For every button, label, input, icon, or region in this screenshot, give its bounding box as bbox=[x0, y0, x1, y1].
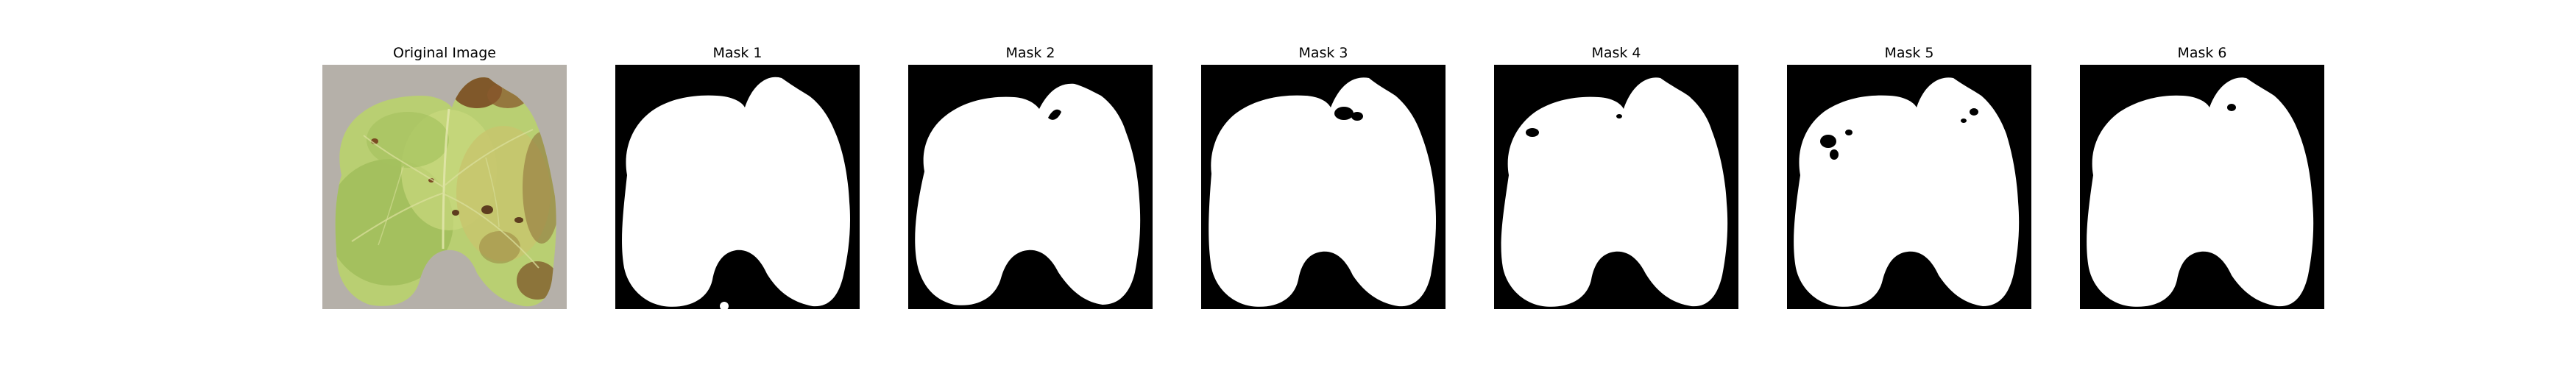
panel-title: Original Image bbox=[393, 45, 496, 61]
mask-3-image bbox=[1201, 65, 1446, 309]
panel-title: Mask 4 bbox=[1591, 45, 1641, 61]
mask-5-image bbox=[1787, 65, 2031, 309]
original-leaf-photo bbox=[322, 65, 567, 309]
panel-title: Mask 2 bbox=[1005, 45, 1055, 61]
panel-title: Mask 3 bbox=[1298, 45, 1348, 61]
panel-title: Mask 6 bbox=[2177, 45, 2227, 61]
panel-title: Mask 1 bbox=[712, 45, 762, 61]
mask-6-image bbox=[2080, 65, 2324, 309]
leaf bbox=[335, 77, 556, 307]
mask-2-image bbox=[908, 65, 1153, 309]
mask-4-image bbox=[1494, 65, 1738, 309]
panel-title: Mask 5 bbox=[1884, 45, 1934, 61]
mask-1-image bbox=[615, 65, 860, 309]
